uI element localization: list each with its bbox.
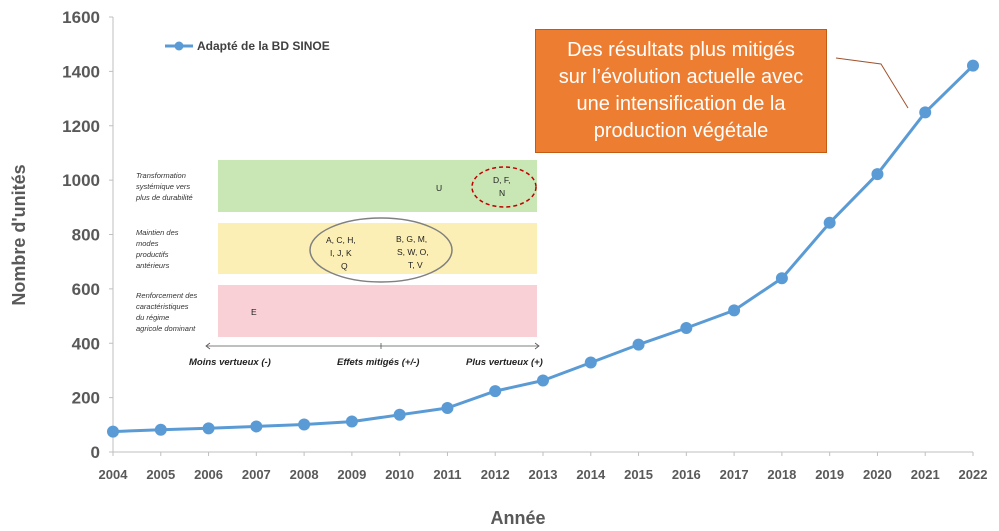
- inset-letter: T, V: [408, 260, 423, 270]
- data-point: [632, 338, 645, 351]
- data-point: [967, 59, 979, 72]
- x-tick-label: 2019: [815, 467, 844, 482]
- band-label-line: productifs: [135, 250, 169, 259]
- x-tick-label: 2015: [624, 467, 653, 482]
- inset-band-maintien: [218, 223, 537, 274]
- x-tick-label: 2020: [863, 467, 892, 482]
- y-tick-label: 1400: [62, 62, 100, 81]
- band-label-line: Renforcement des: [136, 291, 198, 300]
- inset-letter: E: [251, 307, 257, 317]
- data-point: [871, 168, 884, 181]
- annotation-line: production végétale: [593, 120, 769, 142]
- scale-arrow-head-right: [534, 342, 540, 350]
- band-label-line: caractéristiques: [136, 302, 189, 311]
- inset-letter: U: [436, 183, 442, 193]
- data-point: [107, 425, 119, 438]
- data-point: [298, 418, 311, 431]
- data-point: [441, 401, 454, 414]
- inset-letter: B, G, M,: [396, 234, 427, 244]
- x-tick-label: 2010: [385, 467, 414, 482]
- x-tick-label: 2014: [576, 467, 606, 482]
- x-tick-label: 2007: [242, 467, 271, 482]
- band-label-line: modes: [136, 239, 159, 248]
- y-tick-label: 800: [72, 226, 100, 245]
- data-point: [775, 272, 788, 285]
- inset-band-transformation: [218, 160, 537, 212]
- scale-label-middle: Effets mitigés (+/-): [337, 357, 419, 368]
- band-label-line: agricole dominant: [136, 324, 196, 333]
- inset-letter: N: [499, 188, 505, 198]
- annotation-callout: Des résultats plus mitigés sur l’évoluti…: [535, 29, 827, 153]
- y-tick-label: 400: [72, 334, 100, 353]
- x-tick-label: 2018: [767, 467, 796, 482]
- x-tick-label: 2016: [672, 467, 701, 482]
- x-axis-title: Année: [490, 508, 545, 528]
- data-point: [584, 356, 597, 369]
- y-axis-title: Nombre d'unités: [9, 164, 29, 305]
- inset-letter: D, F,: [493, 175, 510, 185]
- inset-letter: S, W, O,: [397, 247, 429, 257]
- series-points: [107, 59, 979, 438]
- inset-band-renforcement: [218, 285, 537, 337]
- scale-label-left: Moins vertueux (-): [189, 357, 271, 368]
- data-point: [823, 216, 836, 229]
- scale-label-right: Plus vertueux (+): [466, 357, 543, 368]
- x-tick-label: 2009: [337, 467, 366, 482]
- x-tick-label: 2021: [911, 467, 940, 482]
- y-tick-label: 0: [91, 443, 100, 462]
- inset-diagram: Transformation systémique vers plus de d…: [135, 160, 543, 368]
- y-tick-group: 0 200 400 600 800 1000 1200 1400 1600: [62, 8, 113, 462]
- data-point: [154, 423, 167, 436]
- legend: Adapté de la BD SINOE: [165, 39, 330, 53]
- scale-arrow-head-left: [205, 342, 211, 350]
- annotation-line: Des résultats plus mitigés: [567, 39, 795, 61]
- y-tick-label: 1200: [62, 117, 100, 136]
- data-point: [680, 322, 693, 335]
- x-tick-label: 2017: [720, 467, 749, 482]
- x-tick-label: 2008: [290, 467, 319, 482]
- x-tick-label: 2022: [959, 467, 988, 482]
- band-label-line: systémique vers: [136, 182, 190, 191]
- annotation-line: sur l’évolution actuelle avec: [558, 66, 804, 88]
- y-tick-label: 1000: [62, 171, 100, 190]
- inset-letter: Q: [341, 261, 348, 271]
- x-tick-label: 2012: [481, 467, 510, 482]
- band-label-line: Transformation: [136, 171, 186, 180]
- data-point: [250, 420, 263, 433]
- data-point: [537, 374, 549, 387]
- data-point: [919, 106, 932, 119]
- x-tick-label: 2006: [194, 467, 223, 482]
- legend-label: Adapté de la BD SINOE: [197, 39, 330, 53]
- x-tick-label: 2004: [99, 467, 129, 482]
- highlight-ellipse-red: [471, 166, 537, 208]
- x-tick-group: 2004 2005 2006 2007 2008 2009 2010 2011 2012 2013…: [99, 452, 988, 482]
- band-label-line: Maintien des: [136, 228, 179, 237]
- inset-letter: I, J, K: [330, 248, 352, 258]
- inset-letter: A, C, H,: [326, 235, 356, 245]
- legend-marker-swatch: [174, 41, 184, 51]
- y-tick-label: 600: [72, 280, 100, 299]
- annotation-text: Des résultats plus mitigés sur l’évoluti…: [549, 37, 814, 145]
- x-tick-label: 2013: [529, 467, 558, 482]
- band-label-line: plus de durabilité: [135, 193, 193, 202]
- annotation-line: une intensification de la: [576, 93, 786, 115]
- data-point: [489, 385, 502, 398]
- y-tick-label: 200: [72, 389, 100, 408]
- y-tick-label: 1600: [62, 8, 100, 27]
- band-label-line: antérieurs: [136, 261, 170, 270]
- x-tick-label: 2011: [433, 467, 461, 482]
- data-point: [728, 304, 741, 317]
- data-point: [345, 415, 358, 428]
- band-label-line: du régime: [136, 313, 169, 322]
- data-point: [202, 422, 215, 435]
- x-tick-label: 2005: [146, 467, 175, 482]
- data-point: [393, 408, 406, 421]
- annotation-leader-line: [835, 57, 909, 109]
- highlight-ellipse-grey: [309, 217, 453, 283]
